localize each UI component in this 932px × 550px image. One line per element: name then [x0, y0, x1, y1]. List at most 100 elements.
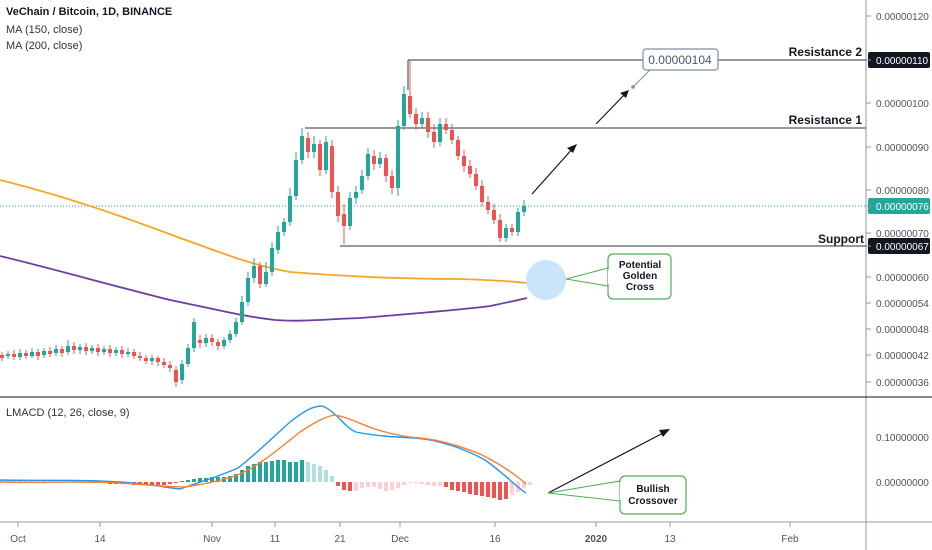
candle-down[interactable]	[306, 138, 310, 152]
candle-up[interactable]	[420, 118, 424, 124]
candle-up[interactable]	[246, 278, 250, 302]
candle-up[interactable]	[186, 348, 190, 364]
candle-down[interactable]	[258, 266, 262, 284]
candle-up[interactable]	[204, 338, 208, 343]
candle-up[interactable]	[18, 353, 22, 357]
candle-down[interactable]	[162, 362, 166, 365]
candle-up[interactable]	[276, 232, 280, 250]
candle-up[interactable]	[438, 124, 442, 142]
candle-up[interactable]	[288, 196, 292, 222]
candle-down[interactable]	[174, 370, 178, 382]
candle-down[interactable]	[0, 355, 4, 358]
candle-up[interactable]	[234, 322, 238, 334]
candle-down[interactable]	[96, 348, 100, 352]
candle-down[interactable]	[468, 166, 472, 174]
candle-down[interactable]	[456, 140, 460, 156]
candle-up[interactable]	[360, 176, 364, 190]
candle-down[interactable]	[390, 176, 394, 188]
candle-up[interactable]	[66, 346, 70, 352]
candle-up[interactable]	[402, 94, 406, 126]
candle-down[interactable]	[408, 96, 412, 114]
candle-up[interactable]	[180, 364, 184, 380]
candle-down[interactable]	[342, 214, 346, 226]
candle-down[interactable]	[168, 365, 172, 368]
candle-up[interactable]	[222, 340, 226, 346]
candle-down[interactable]	[450, 130, 454, 140]
candle-down[interactable]	[432, 132, 436, 142]
candle-up[interactable]	[114, 350, 118, 353]
candle-up[interactable]	[78, 347, 82, 350]
candle-up[interactable]	[30, 352, 34, 356]
candle-down[interactable]	[330, 146, 334, 192]
candle-up[interactable]	[54, 349, 58, 353]
candle-down[interactable]	[198, 340, 202, 343]
candle-down[interactable]	[132, 352, 136, 356]
candle-down[interactable]	[120, 350, 124, 354]
candle-up[interactable]	[396, 126, 400, 188]
legend-lmacd[interactable]: LMACD (12, 26, close, 9)	[6, 407, 130, 419]
candle-up[interactable]	[192, 322, 196, 348]
candle-up[interactable]	[354, 192, 358, 198]
candle-down[interactable]	[372, 156, 376, 164]
candle-up[interactable]	[294, 160, 298, 196]
target-value-box[interactable]	[642, 48, 719, 71]
candle-up[interactable]	[126, 352, 130, 354]
candle-down[interactable]	[156, 358, 160, 362]
candle-up[interactable]	[378, 158, 382, 164]
legend-ma150[interactable]: MA (150, close)	[6, 24, 83, 36]
candle-down[interactable]	[486, 202, 490, 210]
candle-up[interactable]	[150, 358, 154, 361]
candle-up[interactable]	[252, 266, 256, 278]
golden-cross-marker[interactable]	[526, 260, 566, 300]
candle-up[interactable]	[312, 144, 316, 152]
candle-down[interactable]	[144, 358, 148, 361]
candle-down[interactable]	[426, 118, 430, 132]
candle-down[interactable]	[462, 156, 466, 166]
candle-down[interactable]	[318, 144, 322, 170]
candle-up[interactable]	[366, 154, 370, 176]
candle-down[interactable]	[474, 174, 478, 186]
legend-symbol[interactable]: VeChain / Bitcoin, 1D, BINANCE	[6, 6, 172, 18]
candle-down[interactable]	[492, 210, 496, 220]
bullish-callout[interactable]	[619, 475, 687, 515]
breakout-arrow[interactable]	[531, 146, 575, 195]
candle-down[interactable]	[336, 192, 340, 216]
candle-up[interactable]	[228, 334, 232, 340]
candle-down[interactable]	[12, 354, 16, 357]
candle-down[interactable]	[510, 228, 514, 232]
candle-down[interactable]	[60, 349, 64, 353]
candle-down[interactable]	[216, 342, 220, 346]
candle-up[interactable]	[282, 222, 286, 232]
candle-down[interactable]	[210, 338, 214, 342]
candle-up[interactable]	[504, 228, 508, 238]
candle-down[interactable]	[444, 124, 448, 130]
macd-trend-arrow[interactable]	[547, 430, 668, 494]
legend-ma200[interactable]: MA (200, close)	[6, 40, 83, 52]
candle-up[interactable]	[264, 272, 268, 284]
candle-up[interactable]	[324, 142, 328, 170]
candle-up[interactable]	[102, 349, 106, 352]
candle-down[interactable]	[414, 114, 418, 124]
candle-up[interactable]	[42, 351, 46, 355]
candle-down[interactable]	[48, 351, 52, 354]
candle-up[interactable]	[522, 206, 526, 212]
candle-down[interactable]	[108, 349, 112, 353]
candle-down[interactable]	[384, 158, 388, 176]
target-value: 0.00000104	[648, 53, 712, 67]
candle-up[interactable]	[270, 248, 274, 272]
candle-down[interactable]	[24, 353, 28, 356]
candle-down[interactable]	[84, 347, 88, 351]
candle-down[interactable]	[480, 186, 484, 202]
candle-down[interactable]	[498, 220, 502, 238]
candle-up[interactable]	[240, 302, 244, 322]
candle-down[interactable]	[72, 346, 76, 350]
candle-down[interactable]	[36, 352, 40, 356]
candle-up[interactable]	[516, 212, 520, 232]
target-arrow[interactable]	[595, 91, 628, 125]
candle-up[interactable]	[300, 136, 304, 160]
candle-down[interactable]	[138, 356, 142, 358]
candle-up[interactable]	[90, 348, 94, 351]
candle-up[interactable]	[6, 354, 10, 356]
candle-up[interactable]	[348, 198, 352, 226]
